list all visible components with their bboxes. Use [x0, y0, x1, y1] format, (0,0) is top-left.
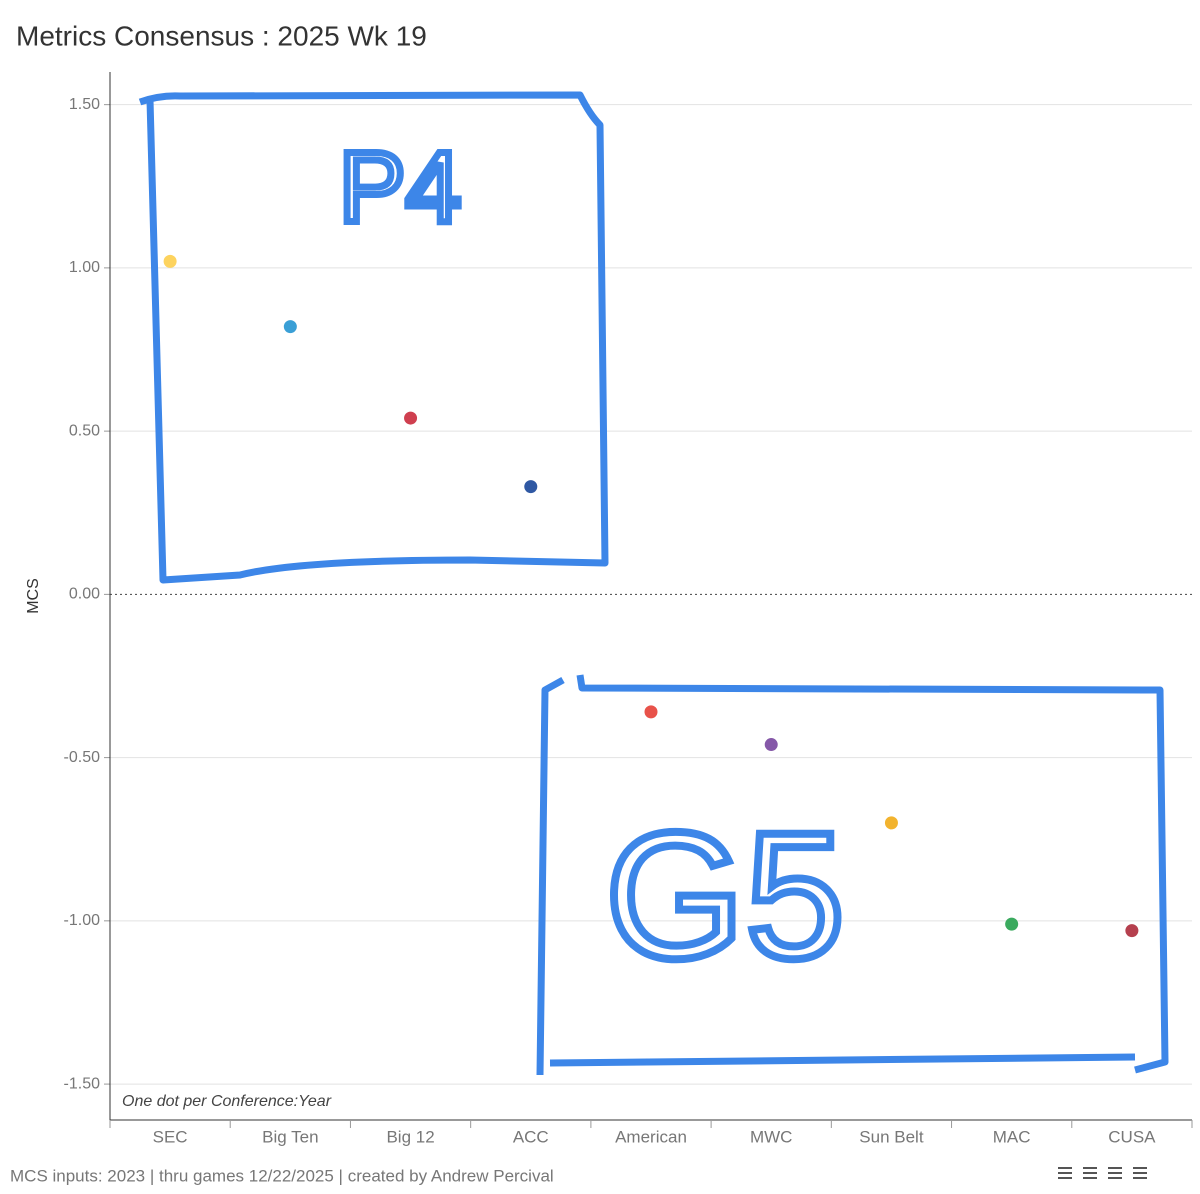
y-tick-label: -1.00: [64, 912, 101, 929]
group-label: P4: [339, 131, 461, 243]
annotation: One dot per Conference:Year: [122, 1093, 332, 1110]
x-tick-label: CUSA: [1108, 1127, 1156, 1146]
dot: [524, 480, 538, 494]
dot: [644, 705, 658, 719]
dot: [884, 816, 898, 830]
dot: [764, 738, 778, 752]
dot: [1125, 924, 1139, 938]
x-tick-label: Big Ten: [262, 1127, 318, 1146]
dot: [1005, 917, 1019, 931]
y-axis-label: MCS: [25, 578, 42, 614]
x-tick-label: MAC: [993, 1127, 1031, 1146]
chart-title: Metrics Consensus : 2025 Wk 19: [16, 20, 427, 51]
footer: MCS inputs: 2023 | thru games 12/22/2025…: [10, 1166, 554, 1185]
dot: [163, 254, 177, 268]
y-tick-label: 0.00: [69, 586, 100, 603]
hand-box: [138, 91, 609, 584]
y-tick-label: 1.50: [69, 96, 100, 113]
dot: [404, 411, 418, 425]
x-tick-label: MWC: [750, 1127, 792, 1146]
x-tick-label: SEC: [153, 1127, 188, 1146]
y-tick-label: 1.00: [69, 259, 100, 276]
menu-icon: [1058, 1167, 1147, 1179]
x-tick-label: American: [615, 1127, 687, 1146]
y-tick-label: 0.50: [69, 422, 100, 439]
dot: [283, 320, 297, 334]
hand-box: [536, 674, 1169, 1076]
y-tick-label: -1.50: [64, 1075, 101, 1092]
x-tick-label: Sun Belt: [859, 1127, 924, 1146]
x-tick-label: ACC: [513, 1127, 549, 1146]
y-tick-label: -0.50: [64, 749, 101, 766]
x-tick-label: Big 12: [386, 1127, 434, 1146]
group-label: G5: [605, 796, 845, 997]
